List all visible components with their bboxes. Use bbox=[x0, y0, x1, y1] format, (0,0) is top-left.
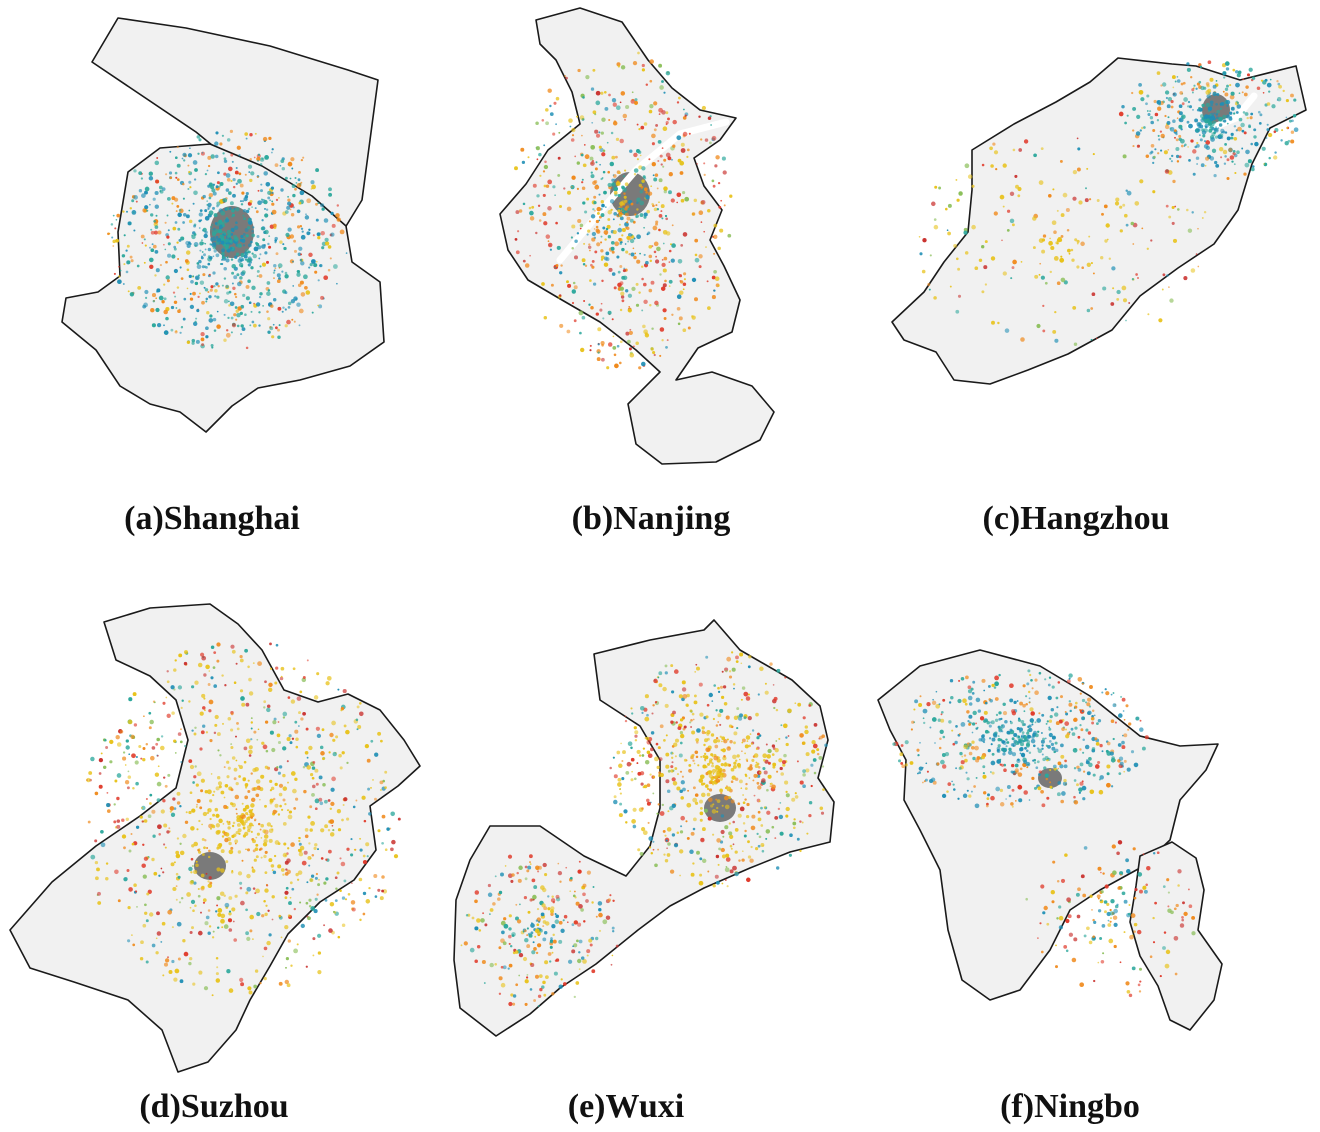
caption-ningbo: (f)Ningbo bbox=[1000, 1088, 1140, 1125]
suzhou-urban-core bbox=[194, 852, 226, 880]
ningbo-urban-core bbox=[1038, 768, 1062, 788]
caption-shanghai: (a)Shanghai bbox=[124, 500, 300, 537]
shanghai-main-boundary bbox=[61, 143, 385, 433]
suzhou-land-use-dots bbox=[86, 642, 401, 997]
nanjing-land-use-dots bbox=[514, 51, 733, 370]
caption-suzhou: (d)Suzhou bbox=[139, 1088, 289, 1125]
map-ningbo bbox=[877, 649, 1223, 1031]
caption-hangzhou: (c)Hangzhou bbox=[982, 500, 1170, 537]
map-shanghai bbox=[61, 17, 385, 433]
wuxi-land-use-dots bbox=[609, 651, 828, 888]
ningbo-boundary bbox=[877, 649, 1219, 1001]
wuxi-yixing-dots bbox=[460, 854, 619, 1007]
hangzhou-rural-dots bbox=[918, 137, 1207, 347]
hangzhou-land-use-dots bbox=[1118, 60, 1299, 181]
map-nanjing bbox=[499, 7, 775, 465]
shanghai-land-use-dots bbox=[107, 129, 348, 350]
ningbo-land-use-dots bbox=[892, 669, 1149, 809]
caption-nanjing: (b)Nanjing bbox=[571, 500, 731, 537]
map-wuxi bbox=[453, 619, 835, 1037]
map-suzhou bbox=[9, 603, 421, 1073]
wuxi-boundary bbox=[453, 619, 835, 1037]
ningbo-south-dots bbox=[1025, 840, 1196, 998]
suzhou-boundary bbox=[9, 603, 421, 1073]
caption-wuxi: (e)Wuxi bbox=[567, 1088, 685, 1125]
map-hangzhou bbox=[891, 57, 1307, 385]
